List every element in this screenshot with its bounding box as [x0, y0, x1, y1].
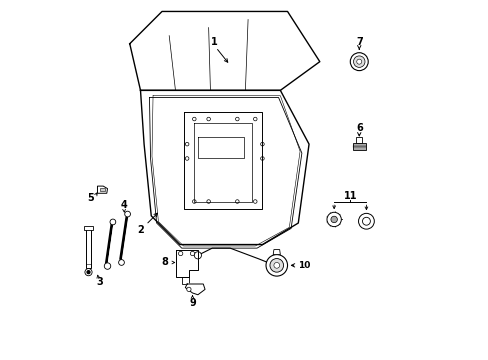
Circle shape [178, 251, 183, 256]
Polygon shape [352, 143, 365, 149]
Polygon shape [356, 137, 362, 143]
Polygon shape [176, 250, 198, 277]
Polygon shape [273, 249, 280, 255]
Circle shape [194, 252, 201, 259]
Polygon shape [140, 90, 308, 244]
Text: 3: 3 [96, 277, 102, 287]
Polygon shape [183, 112, 262, 209]
Text: 4: 4 [120, 200, 127, 210]
Circle shape [85, 269, 92, 276]
Circle shape [124, 211, 130, 217]
Circle shape [273, 262, 279, 268]
Text: 7: 7 [355, 37, 362, 47]
Circle shape [358, 213, 373, 229]
Polygon shape [182, 277, 188, 284]
Text: 8: 8 [161, 257, 168, 267]
Text: 2: 2 [137, 225, 143, 235]
Circle shape [87, 271, 90, 274]
Polygon shape [129, 12, 319, 90]
Circle shape [326, 212, 341, 226]
Polygon shape [97, 186, 107, 193]
Circle shape [190, 251, 194, 256]
Polygon shape [185, 284, 204, 295]
Polygon shape [83, 226, 93, 230]
Circle shape [186, 287, 191, 292]
Text: 10: 10 [297, 261, 309, 270]
Circle shape [269, 258, 283, 272]
Text: 5: 5 [87, 193, 94, 203]
Circle shape [104, 263, 110, 269]
Circle shape [119, 260, 124, 265]
Text: 9: 9 [189, 298, 196, 308]
Polygon shape [85, 228, 91, 268]
Text: 11: 11 [343, 191, 356, 201]
Text: 1: 1 [210, 37, 217, 47]
Circle shape [356, 59, 361, 64]
Circle shape [265, 255, 287, 276]
Text: 6: 6 [355, 123, 362, 133]
Polygon shape [194, 123, 251, 202]
Circle shape [353, 56, 364, 67]
Circle shape [330, 216, 337, 223]
Circle shape [349, 53, 367, 71]
Circle shape [110, 219, 116, 225]
Polygon shape [100, 188, 104, 192]
